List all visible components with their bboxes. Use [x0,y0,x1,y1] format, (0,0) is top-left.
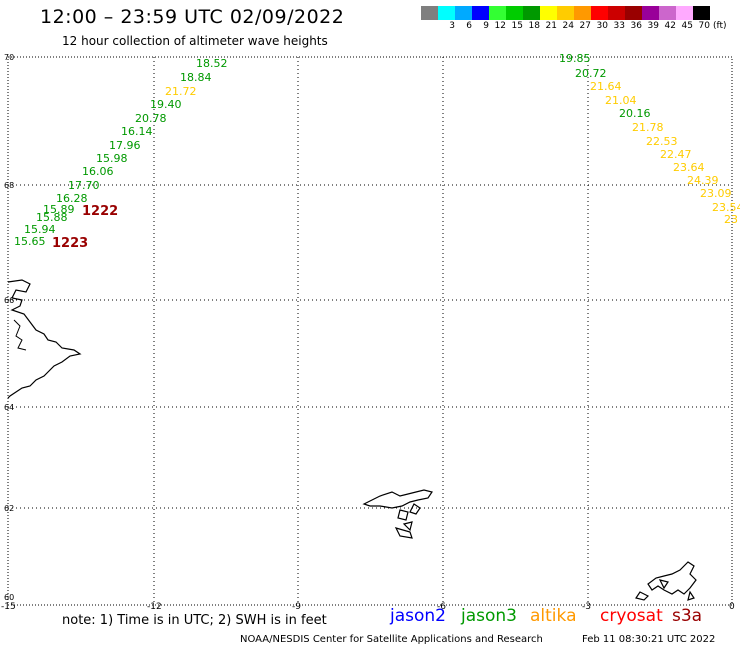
color-swatch-label: 45 [681,21,693,31]
color-swatch [523,6,540,20]
color-swatch [625,6,642,20]
footer-date: Feb 11 08:30:21 UTC 2022 [582,634,716,645]
color-swatch [608,6,625,20]
color-swatch [574,6,591,20]
wave-height-label: 15.65 [14,235,46,248]
wave-height-label: 17.70 [68,179,100,192]
lon-label-neg3: -3 [582,602,591,612]
color-swatch-label: 27 [579,21,591,31]
color-swatch-label: 21 [545,21,557,31]
lat-label-68: 68 [4,181,14,190]
iceland-fjords [13,319,27,351]
legend-altika: altika [530,606,577,626]
wave-height-label: 23 [724,213,738,226]
west-track: 18.5218.8421.7219.4020.7816.1417.9615.98… [14,57,228,248]
color-swatch-label: 9 [483,21,489,31]
wave-height-label: 19.40 [150,98,182,111]
color-swatch-label: 70 [698,21,710,31]
legend-cryosat: cryosat [600,606,663,626]
wave-height-label: 15.88 [36,211,68,224]
color-swatch [540,6,557,20]
wave-height-label: 15.94 [24,223,56,236]
wave-height-label: 20.16 [619,107,651,120]
color-swatch [591,6,608,20]
color-swatch-label: 6 [466,21,472,31]
wave-height-label: 16.14 [121,125,153,138]
color-swatch [438,6,455,20]
wave-height-label: 22.47 [660,148,692,161]
lon-label-neg12: -12 [147,602,162,612]
lon-label-0: 0 [729,602,735,612]
wave-height-label: 15.89 [43,203,75,216]
color-swatch [421,6,438,20]
color-swatch [455,6,472,20]
wave-height-label: 16.28 [56,192,88,205]
east-track: 19.85 20.7221.6421.0420.1621.7822.5322.47… [559,52,740,226]
color-swatch-label: 42 [664,21,676,31]
page-subtitle: 12 hour collection of altimeter wave hei… [62,34,328,48]
color-swatch-label: 18 [528,21,540,31]
color-swatch [693,6,710,20]
footer-note: note: 1) Time is in UTC; 2) SWH is in fe… [62,613,327,628]
page-title: 12:00 – 23:59 UTC 02/09/2022 [40,6,345,28]
wave-height-label: 22.53 [646,135,678,148]
color-swatch-label: 36 [630,21,642,31]
faroe-islands [362,489,433,539]
color-swatch [676,6,693,20]
lat-label-66: 66 [4,296,14,305]
color-swatch-label: 12 [494,21,506,31]
color-swatch-label: 30 [596,21,608,31]
color-swatch-label: 15 [511,21,523,31]
lat-label-60: 60 [4,593,14,602]
time-label-1223: 1223 [52,236,88,251]
longitude-gridlines [153,57,589,605]
lat-label-64: 64 [4,403,14,412]
color-swatch-label: 33 [613,21,625,31]
color-swatch-label: 24 [562,21,574,31]
time-label-1222: 1222 [82,204,118,219]
latitude-gridlines [8,184,732,509]
color-swatch [472,6,489,20]
footer-credit: NOAA/NESDIS Center for Satellite Applica… [240,634,543,645]
wave-height-label: 18.84 [180,71,212,84]
color-swatch-label: 3 [449,21,455,31]
wave-height-label: 21.04 [605,94,637,107]
color-legend-labels: 3 6 9 12 15 18 21 24 27 30 33 36 39 42 45 70 [421,21,710,31]
wave-height-label: 20.78 [135,112,167,125]
color-swatch [659,6,676,20]
wave-height-label: 21.64 [590,80,622,93]
wave-height-label: 18.52 [196,57,228,70]
lon-label-neg15: -15 [1,602,16,612]
iceland-coastline [7,279,82,399]
lon-label-neg9: -9 [292,602,301,612]
color-swatch-label: 39 [647,21,659,31]
color-swatch [489,6,506,20]
wave-height-label: 15.98 [96,152,128,165]
legend-jason3: jason3 [461,606,517,626]
color-swatch [642,6,659,20]
color-swatch [557,6,574,20]
legend-jason2: jason2 [390,606,446,626]
wave-height-label: 23.54 [712,201,740,214]
color-legend-units: (ft) [713,21,727,31]
lat-label-62: 62 [4,504,14,513]
lat-label-70: 70 [4,53,14,62]
legend-s3a: s3a [672,606,703,626]
wave-height-label: 21.72 [165,85,197,98]
lon-label-neg6: -6 [437,602,446,612]
wave-height-label: 20.72 [575,67,607,80]
wave-height-label: 21.78 [632,121,664,134]
shetland-islands [635,561,697,601]
color-legend [421,6,710,20]
wave-height-label: 16.06 [82,165,114,178]
wave-height-label: 23.64 [673,161,705,174]
wave-height-label: 23.09 [700,187,732,200]
wave-height-label: 24.39 [687,174,719,187]
wave-height-label: 17.96 [109,139,141,152]
color-swatch [506,6,523,20]
wave-height-label: 19.85 [559,52,591,65]
